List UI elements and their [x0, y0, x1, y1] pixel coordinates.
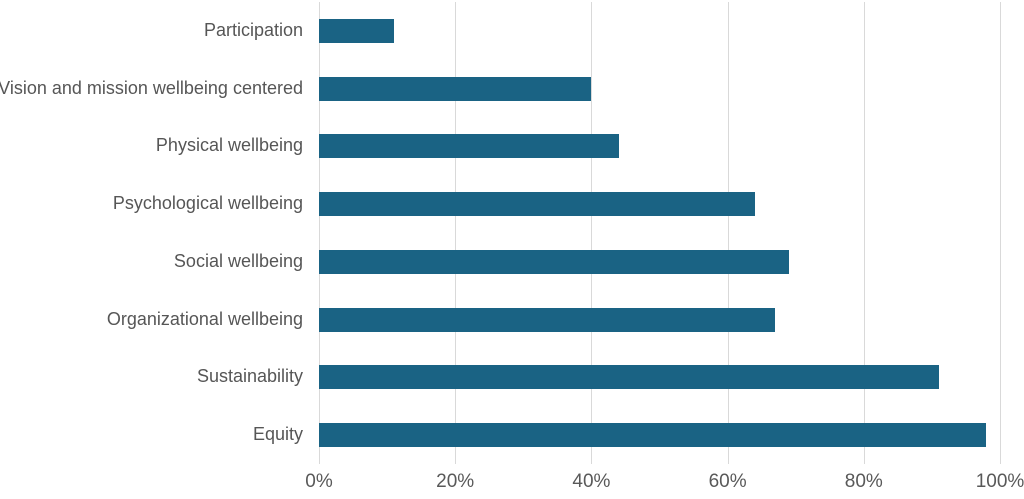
x-tick-label: 60% — [708, 471, 747, 492]
bar-participation — [319, 18, 394, 43]
category-label: Social wellbeing — [173, 250, 303, 271]
x-tick-label: 0% — [305, 471, 333, 492]
bar-vision-and-mission-wellbeing-centered — [319, 76, 592, 101]
gridline-100% — [1000, 2, 1001, 464]
category-label: Participation — [203, 19, 303, 40]
bar-social-wellbeing — [319, 249, 789, 274]
x-tick-label: 20% — [436, 471, 475, 492]
category-label: Vision and mission wellbeing centered — [0, 77, 303, 98]
x-tick-label: 100% — [975, 471, 1024, 492]
category-label: Psychological wellbeing — [112, 193, 303, 214]
bar-organizational-wellbeing — [319, 307, 776, 332]
x-tick-label: 80% — [844, 471, 883, 492]
gridline-40% — [591, 2, 593, 464]
bar-equity — [319, 423, 987, 448]
category-label: Sustainability — [196, 366, 303, 387]
category-label: Physical wellbeing — [155, 135, 303, 156]
bar-psychological-wellbeing — [319, 192, 755, 217]
x-tick-label: 40% — [572, 471, 611, 492]
bar-sustainability — [319, 365, 939, 390]
category-label: Equity — [252, 424, 303, 445]
gridline-20% — [455, 2, 457, 464]
gridline-0% — [319, 2, 320, 464]
category-label: Organizational wellbeing — [106, 308, 303, 329]
gridline-80% — [863, 2, 865, 464]
bar-physical-wellbeing — [319, 134, 619, 159]
plot-area — [319, 2, 1001, 464]
gridline-60% — [727, 2, 729, 464]
